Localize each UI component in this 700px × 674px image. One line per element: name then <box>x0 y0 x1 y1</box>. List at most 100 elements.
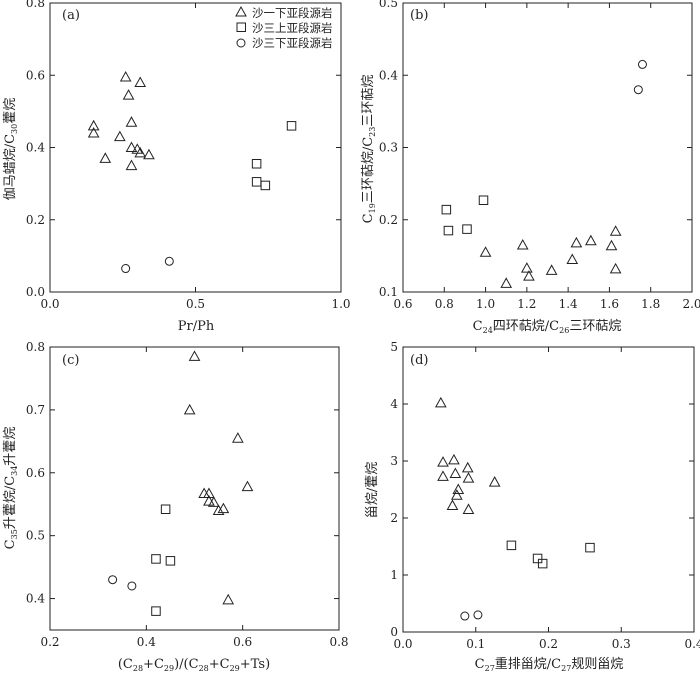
panel-c-triangle-point <box>232 432 244 443</box>
panel-c-xtick-label: 0.4 <box>137 635 156 649</box>
panel-d-label: (d) <box>410 353 428 368</box>
legend: 沙一下亚段源岩 沙三上亚段源岩 沙三下亚段源岩 <box>235 5 333 50</box>
panel-b-triangle-point <box>566 253 579 264</box>
panel-b-triangle-point <box>609 225 622 236</box>
panel-a-ytick-label: 0.4 <box>26 141 45 155</box>
panel-c-ytick-label: 0.7 <box>26 403 45 417</box>
panel-c-triangle-point <box>183 403 196 415</box>
panel-d-xtick-label: 0.3 <box>612 637 631 651</box>
panel-b-circle-point <box>637 59 647 69</box>
legend-item-triangle: 沙一下亚段源岩 <box>235 5 333 20</box>
legend-square-label: 沙三上亚段源岩 <box>252 21 333 35</box>
panel-b-xtick-label: 1.6 <box>600 297 619 311</box>
panel-a-square-point <box>251 177 262 187</box>
panel-b-ytick-label: 0.5 <box>379 0 398 10</box>
panel-a-label: (a) <box>62 8 80 23</box>
panel-c-ytick-label: 0.5 <box>26 529 45 543</box>
panel-b-ylabel: C19三环萜烷/C23三环萜烷 <box>361 75 377 224</box>
panel-c-triangle-point <box>203 487 215 499</box>
panel-d: 甾烷/藿烷 (d) C27重排甾烷/C27规则甾烷 0.0 0.1 0.2 0.3 0.… <box>365 340 700 673</box>
panel-b-triangle-point <box>609 262 622 274</box>
panel-c-label: (c) <box>62 353 79 368</box>
panel-b-square-point <box>443 225 454 236</box>
panel-a-triangle-point <box>122 89 135 100</box>
panel-c-square-point <box>151 554 161 564</box>
panel-d-triangle-point <box>437 456 449 467</box>
panel-c-triangle-point <box>222 593 235 605</box>
panel-b-ytick-label: 0.2 <box>379 213 398 227</box>
panel-a-ytick-label: 0.6 <box>26 68 45 82</box>
panel-b-triangle-point <box>500 277 513 288</box>
panel-a-triangle-point <box>134 146 147 158</box>
panel-b-square-point <box>462 224 472 234</box>
panel-a-triangle-point <box>125 159 138 171</box>
panel-d-xtick-label: 0.2 <box>539 637 558 651</box>
panel-c-ytick-label: 0.6 <box>26 466 45 480</box>
panel-b: C19三环萜烷/C23三环萜烷 (b) C24四环萜烷/C26三环萜烷 0.6 0… <box>361 0 700 335</box>
panel-b-triangle-point <box>570 236 583 248</box>
panel-a-triangle-point <box>119 71 132 82</box>
panel-a-ytick-label: 0.8 <box>26 0 45 10</box>
legend-item-square: 沙三上亚段源岩 <box>236 21 333 35</box>
panel-d-ytick-label: 4 <box>390 397 398 411</box>
panel-d-xtick-label: 0.1 <box>466 637 485 651</box>
panel-c-circle-point <box>108 575 118 585</box>
panel-d-frame <box>402 346 695 633</box>
panel-d-triangle-point <box>488 476 501 487</box>
panel-d-xlabel: C27重排甾烷/C27规则甾烷 <box>475 656 624 673</box>
panel-a-xtick-label: 0.0 <box>40 297 59 311</box>
panel-a-circle-point <box>164 256 174 266</box>
panel-a-xtick-label: 0.5 <box>186 297 205 311</box>
panel-b-ytick-label: 0.3 <box>379 141 398 155</box>
panel-b-ytick-label: 0.4 <box>379 68 398 82</box>
panel-a-triangle-point <box>87 119 100 131</box>
panel-d-triangle-point <box>462 503 475 514</box>
panel-b-triangle-point <box>523 270 535 281</box>
panel-d-triangle-point <box>452 483 465 494</box>
panel-c-square-point <box>165 556 176 566</box>
panel-b-triangle-point <box>605 239 618 251</box>
legend-triangle-label: 沙一下亚段源岩 <box>252 6 333 20</box>
panel-d-ytick-label: 1 <box>390 568 398 582</box>
panel-d-triangle-point <box>450 489 463 500</box>
panel-d-ytick-label: 0 <box>390 625 398 639</box>
panel-a-triangle-point <box>87 127 100 138</box>
panel-a-ytick-label: 0.0 <box>26 285 45 299</box>
panel-d-circle-point <box>460 611 470 621</box>
panel-b-xtick-label: 0.6 <box>393 297 412 311</box>
panel-b-xtick-label: 1.4 <box>559 297 578 311</box>
panel-a-triangle-point <box>113 130 126 142</box>
panel-a-triangle-point <box>134 76 147 87</box>
panel-d-ytick-label: 2 <box>390 511 398 525</box>
panel-d-triangle-point <box>461 461 474 473</box>
panel-b-frame <box>402 2 693 293</box>
legend-circle-label: 沙三下亚段源岩 <box>252 36 333 50</box>
legend-circle-marker <box>236 38 246 48</box>
panel-c-circle-point <box>127 581 137 591</box>
panel-b-triangle-point <box>585 234 597 246</box>
panel-a-triangle-point <box>99 152 112 163</box>
panel-d-triangle-point <box>437 470 449 481</box>
panel-c-xtick-label: 0.6 <box>233 635 252 649</box>
panel-b-triangle-point <box>545 264 558 275</box>
panel-b-label: (b) <box>410 8 428 23</box>
panel-d-xtick-label: 0.0 <box>393 637 412 651</box>
panel-d-square-point <box>585 542 595 553</box>
panel-c: C35升藿烷/C34升藿烷 (c) (C28+C29)/(C28+C29+Ts)… <box>3 340 349 673</box>
panel-d-square-point <box>506 540 517 551</box>
panel-c-xtick-label: 0.8 <box>329 635 348 649</box>
panel-d-triangle-point <box>434 396 447 408</box>
panel-d-circle-point <box>473 610 483 620</box>
panel-b-triangle-point <box>521 262 533 273</box>
panel-b-triangle-point <box>516 239 529 250</box>
panel-c-triangle-point <box>207 496 220 507</box>
panel-d-triangle-point <box>449 467 462 479</box>
panel-c-ytick-label: 0.8 <box>26 340 45 354</box>
panel-c-triangle-point <box>241 480 254 492</box>
panel-d-triangle-point <box>446 499 459 510</box>
legend-triangle-marker <box>235 5 247 17</box>
panel-c-xlabel: (C28+C29)/(C28+C29+Ts) <box>118 657 270 673</box>
panel-d-ylabel: 甾烷/藿烷 <box>365 462 380 518</box>
panel-d-square-point <box>537 558 548 569</box>
